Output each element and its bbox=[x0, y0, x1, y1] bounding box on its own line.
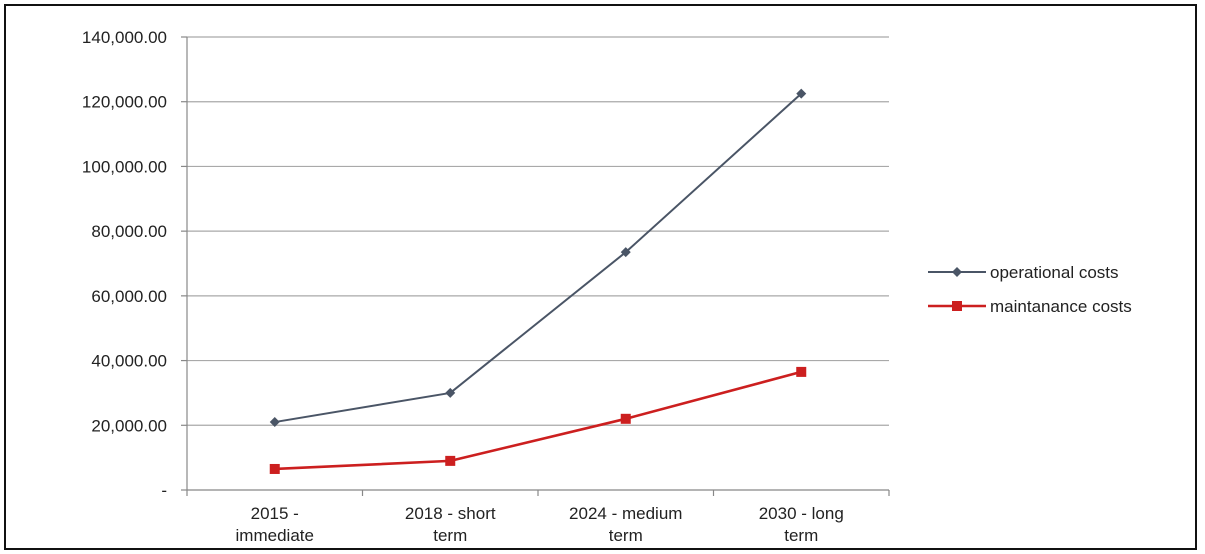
x-tick-label: 2018 - short term bbox=[405, 504, 496, 545]
y-tick-label: 40,000.00 bbox=[91, 352, 167, 371]
data-point bbox=[796, 88, 807, 99]
gridlines bbox=[187, 36, 889, 426]
data-point bbox=[445, 387, 456, 398]
axes bbox=[181, 36, 890, 496]
x-axis-tick-labels: 2015 -immediate 2018 - short term 2024 - me… bbox=[236, 504, 844, 545]
y-tick-label: 60,000.00 bbox=[91, 287, 167, 306]
y-tick-label: 20,000.00 bbox=[91, 416, 167, 435]
data-point bbox=[269, 463, 280, 474]
data-point bbox=[620, 413, 631, 424]
y-tick-label: 100,000.00 bbox=[82, 157, 167, 176]
data-point bbox=[620, 247, 631, 258]
legend-label: maintanance costs bbox=[990, 297, 1132, 316]
series-operational-costs bbox=[269, 88, 807, 428]
data-point bbox=[269, 417, 280, 428]
legend: operational costs maintanance costs bbox=[928, 263, 1132, 316]
legend-item: maintanance costs bbox=[928, 297, 1132, 316]
chart-frame: - 20,000.00 40,000.00 60,000.00 80,000.00 100… bbox=[4, 4, 1197, 550]
legend-marker bbox=[952, 267, 962, 277]
series-line bbox=[274, 92, 802, 424]
y-axis-tick-labels: - 20,000.00 40,000.00 60,000.00 80,000.00 100… bbox=[82, 28, 167, 500]
y-tick-label: 120,000.00 bbox=[82, 93, 167, 112]
legend-marker bbox=[952, 301, 962, 311]
series-maintanance-costs bbox=[269, 366, 807, 474]
line-chart: - 20,000.00 40,000.00 60,000.00 80,000.00 100… bbox=[82, 28, 1132, 545]
series bbox=[269, 88, 807, 474]
x-tick-label: 2024 - medium term bbox=[569, 504, 682, 545]
data-point bbox=[796, 366, 807, 377]
legend-label: operational costs bbox=[990, 263, 1119, 282]
legend-item: operational costs bbox=[928, 263, 1119, 282]
y-tick-label: - bbox=[161, 481, 167, 500]
y-tick-label: 140,000.00 bbox=[82, 28, 167, 47]
y-tick-label: 80,000.00 bbox=[91, 222, 167, 241]
x-tick-label: 2015 -immediate bbox=[236, 504, 314, 545]
data-point bbox=[445, 455, 456, 466]
series-line bbox=[274, 370, 802, 471]
x-tick-label: 2030 - long term bbox=[759, 504, 844, 545]
